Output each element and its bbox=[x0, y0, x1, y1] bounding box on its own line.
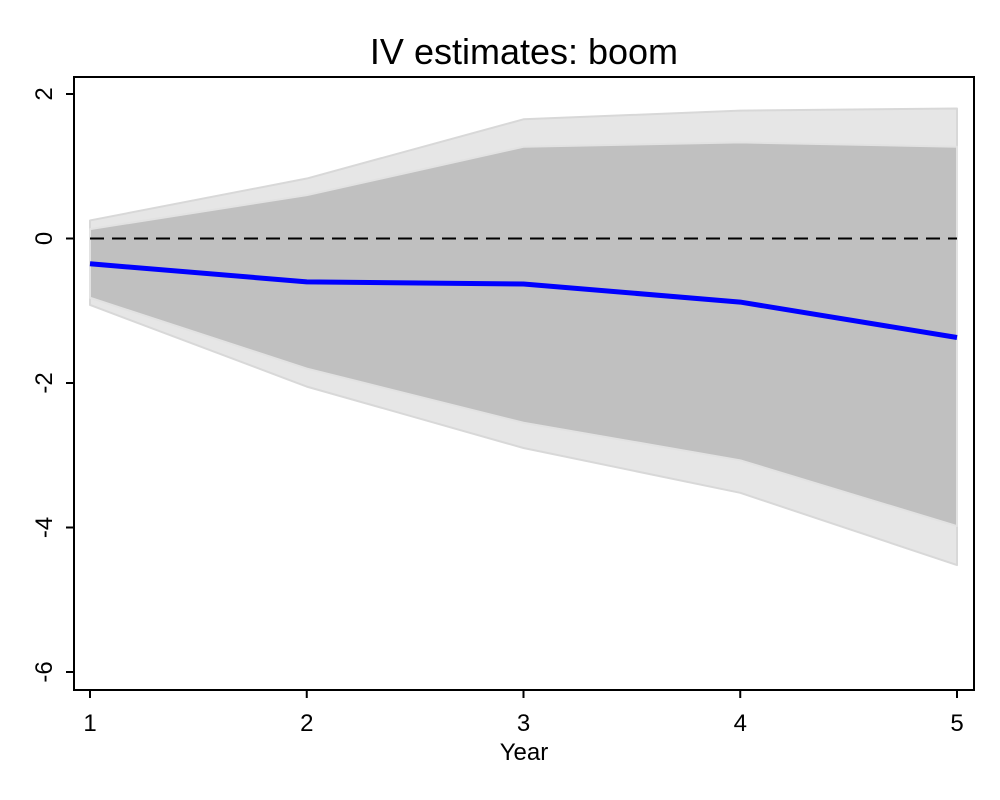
x-axis-title: Year bbox=[500, 739, 549, 766]
y-tick-label: -4 bbox=[31, 517, 58, 538]
chart-title: IV estimates: boom bbox=[370, 31, 678, 72]
x-tick-label: 2 bbox=[300, 710, 313, 737]
x-axis: 1 2 3 4 5 bbox=[83, 690, 964, 737]
point-estimate-line bbox=[89, 261, 958, 340]
x-tick-label: 4 bbox=[734, 710, 747, 737]
y-tick-label: 2 bbox=[31, 87, 58, 100]
y-tick-label: 0 bbox=[31, 232, 58, 245]
x-tick-label: 3 bbox=[517, 710, 530, 737]
x-tick-label: 5 bbox=[950, 710, 963, 737]
y-axis: 2 0 -2 -4 -6 bbox=[31, 87, 74, 683]
y-tick-label: -6 bbox=[31, 661, 58, 682]
x-tick-label: 1 bbox=[83, 710, 96, 737]
y-tick-label: -2 bbox=[31, 372, 58, 393]
series-layer bbox=[89, 261, 958, 340]
